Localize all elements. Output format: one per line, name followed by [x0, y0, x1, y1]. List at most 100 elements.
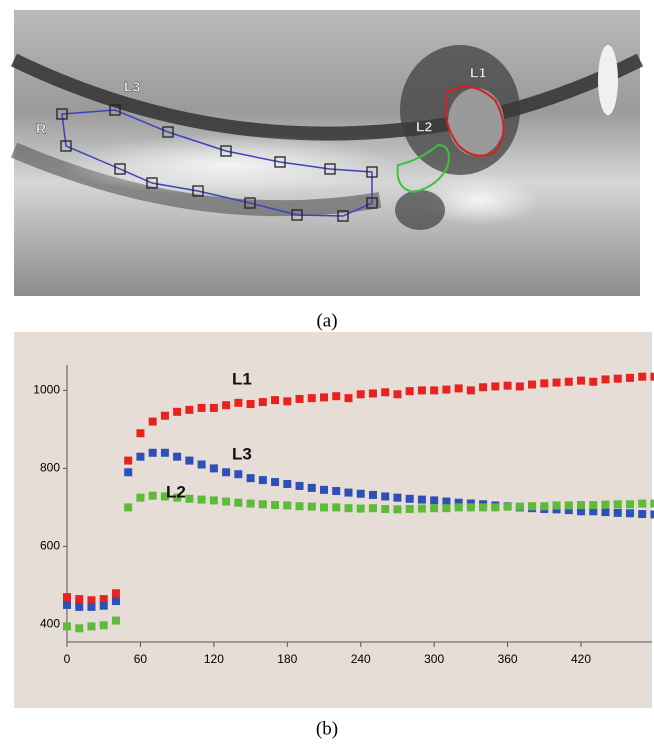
figure: L1 L2 L3 R (a) (b) 400600800100006012018… — [0, 0, 654, 744]
point — [418, 496, 426, 504]
point — [259, 476, 267, 484]
point — [271, 478, 279, 486]
caption: (a) — [316, 310, 337, 331]
x-tick-label: 300 — [424, 652, 444, 666]
series-label: L1 — [232, 369, 252, 388]
point — [357, 490, 365, 498]
point — [553, 379, 561, 387]
point — [369, 491, 377, 499]
point — [296, 395, 304, 403]
point — [320, 503, 328, 511]
point — [381, 492, 389, 500]
point — [247, 400, 255, 408]
x-tick-label: 0 — [64, 652, 71, 666]
point — [222, 498, 230, 506]
point — [332, 487, 340, 495]
point — [296, 482, 304, 490]
point — [161, 412, 169, 420]
point — [149, 449, 157, 457]
point — [638, 373, 646, 381]
point — [259, 500, 267, 508]
series-label: L3 — [232, 444, 252, 463]
point — [393, 494, 401, 502]
point — [320, 393, 328, 401]
point — [601, 508, 609, 516]
point — [381, 388, 389, 396]
point — [650, 500, 654, 508]
point — [577, 501, 585, 509]
point — [357, 505, 365, 513]
point — [185, 495, 193, 503]
roi-label: L3 — [124, 79, 141, 95]
point — [601, 501, 609, 509]
point — [430, 386, 438, 394]
point — [271, 501, 279, 509]
x-tick-label: 180 — [277, 652, 297, 666]
y-tick-label: 600 — [40, 539, 60, 553]
x-tick-label: 240 — [351, 652, 371, 666]
point — [247, 474, 255, 482]
y-tick-label: 1000 — [33, 383, 60, 397]
point — [136, 453, 144, 461]
point — [283, 480, 291, 488]
point — [308, 484, 316, 492]
point — [406, 505, 414, 513]
point — [589, 378, 597, 386]
point — [491, 382, 499, 390]
point — [393, 390, 401, 398]
point — [357, 390, 365, 398]
point — [442, 386, 450, 394]
point — [87, 603, 95, 611]
point — [296, 502, 304, 510]
point — [553, 501, 561, 509]
point — [198, 460, 206, 468]
y-tick-label: 800 — [40, 461, 60, 475]
point — [589, 501, 597, 509]
y-tick-label: 400 — [40, 617, 60, 631]
point — [124, 457, 132, 465]
point — [112, 597, 120, 605]
point — [406, 387, 414, 395]
point — [344, 394, 352, 402]
point — [63, 601, 71, 609]
series-label: L2 — [166, 482, 186, 501]
point — [271, 396, 279, 404]
point — [149, 492, 157, 500]
point — [210, 496, 218, 504]
point — [491, 503, 499, 511]
point — [467, 503, 475, 511]
point — [614, 500, 622, 508]
point — [210, 464, 218, 472]
point — [540, 379, 548, 387]
point — [430, 504, 438, 512]
point — [112, 617, 120, 625]
point — [283, 397, 291, 405]
point — [601, 375, 609, 383]
point — [63, 593, 71, 601]
point — [75, 603, 83, 611]
point — [626, 500, 634, 508]
point — [650, 373, 654, 381]
point — [234, 470, 242, 478]
point — [381, 505, 389, 513]
point — [528, 502, 536, 510]
point — [332, 392, 340, 400]
point — [614, 509, 622, 517]
point — [393, 505, 401, 513]
point — [332, 503, 340, 511]
point — [344, 504, 352, 512]
point — [504, 382, 512, 390]
chart-background — [14, 332, 652, 708]
x-tick-label: 420 — [571, 652, 591, 666]
point — [320, 486, 328, 494]
roi-label: L1 — [470, 65, 487, 81]
point — [614, 375, 622, 383]
point — [185, 406, 193, 414]
point — [222, 401, 230, 409]
point — [528, 381, 536, 389]
point — [650, 510, 654, 518]
point — [112, 589, 120, 597]
point — [516, 503, 524, 511]
point — [344, 489, 352, 497]
point — [479, 383, 487, 391]
